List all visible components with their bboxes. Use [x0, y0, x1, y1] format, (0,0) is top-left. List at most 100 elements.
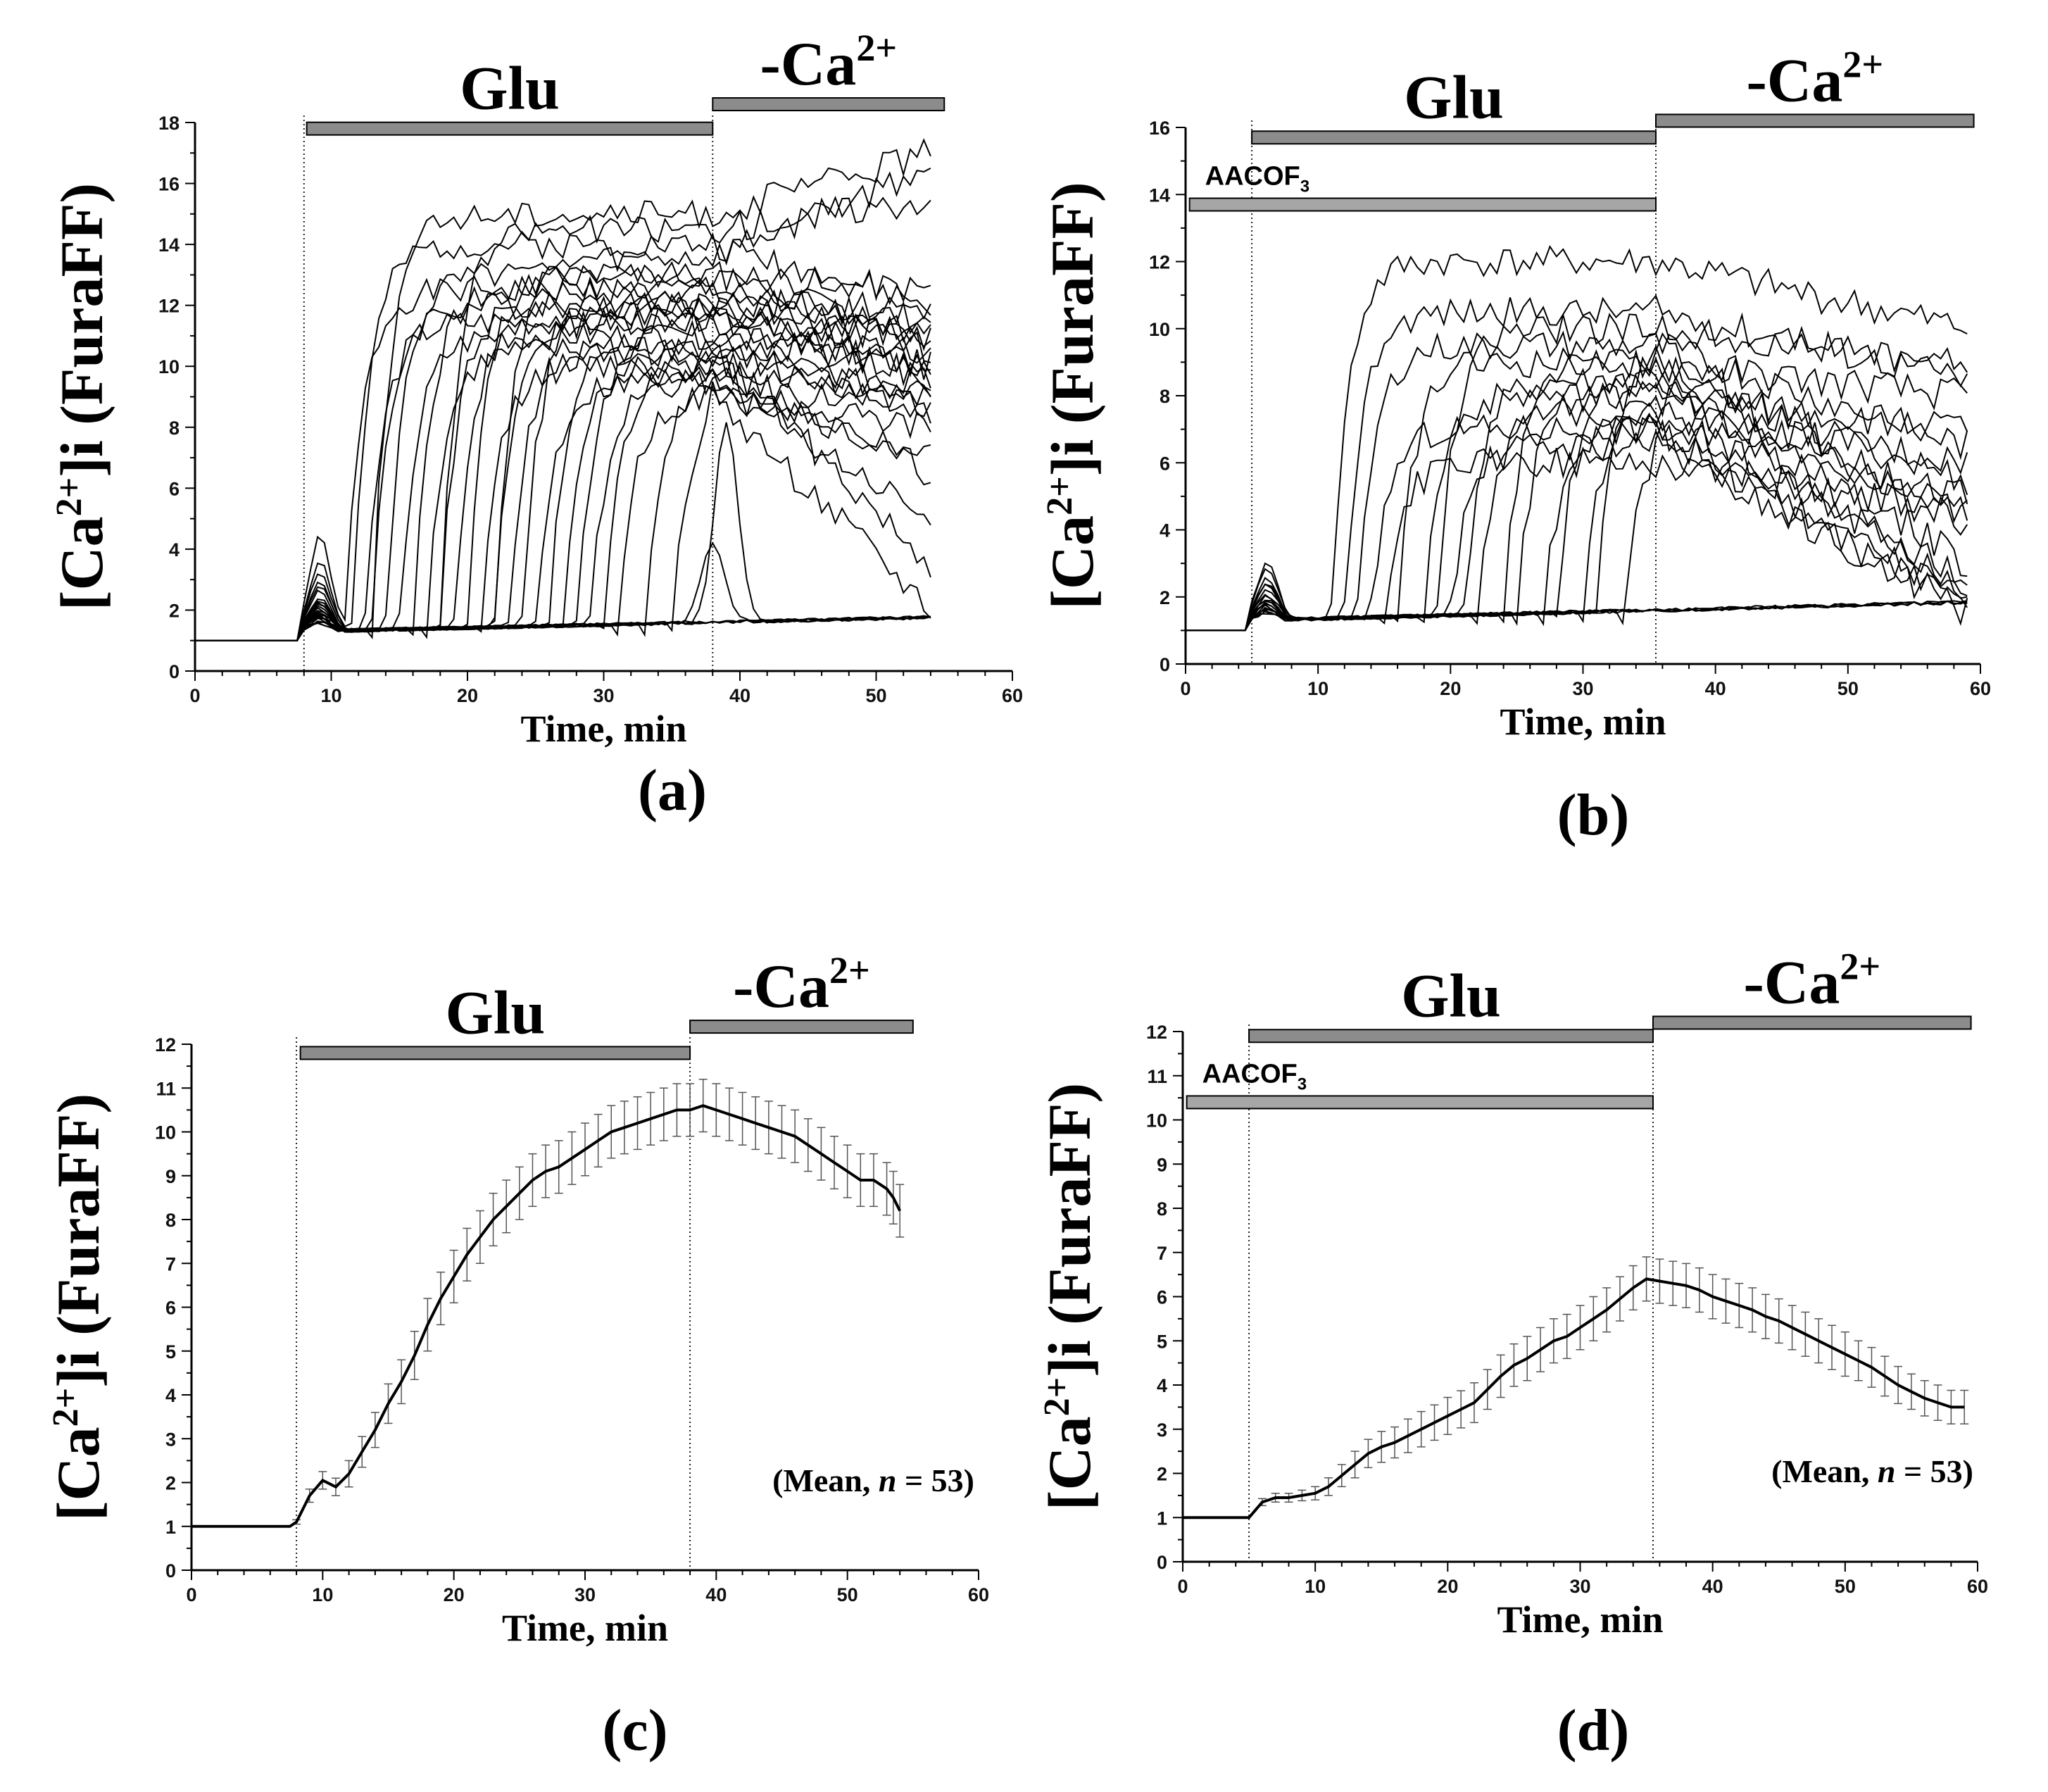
y-tick-label: 0 [1157, 1552, 1167, 1573]
y-tick-label: 5 [165, 1341, 176, 1362]
error-bars [1257, 1256, 1969, 1507]
x-tick-label: 30 [1572, 678, 1593, 699]
cell-trace [195, 292, 931, 641]
glu-bar [299, 1046, 691, 1060]
cell-trace [195, 261, 931, 641]
glu-label: Glu [445, 979, 545, 1047]
y-axis-label: [Ca2+]i (FuraFF) [44, 1094, 112, 1521]
y-tick-label: 8 [169, 418, 180, 439]
y-tick-label: 7 [1157, 1243, 1167, 1264]
x-tick-label: 40 [1702, 1576, 1723, 1597]
y-tick-label: 11 [1147, 1066, 1167, 1087]
glu-label: Glu [1401, 962, 1501, 1030]
x-tick-label: 0 [186, 1584, 196, 1605]
x-tick-label: 60 [1967, 1576, 1988, 1597]
y-tick-label: 7 [165, 1253, 176, 1274]
cell-trace [195, 320, 931, 641]
y-tick-label: 4 [1160, 520, 1170, 541]
cell-trace [1186, 330, 1968, 632]
cell-trace [195, 385, 931, 641]
y-tick-label: 2 [1160, 587, 1170, 608]
x-tick-label: 60 [1002, 685, 1023, 706]
y-tick-label: 5 [1157, 1331, 1167, 1352]
x-tick-label: 0 [189, 685, 200, 706]
y-tick-label: 8 [1160, 386, 1170, 407]
glu-bar [1248, 1029, 1654, 1044]
ca-free-bar [1654, 113, 1975, 128]
y-tick-label: 14 [158, 234, 180, 256]
x-tick-label: 30 [593, 685, 614, 706]
cell-trace [1186, 382, 1968, 632]
mean-n-note: (Mean, n = 53) [1771, 1453, 1973, 1489]
mean-trace [1183, 1277, 1965, 1520]
ca-free-label: -Ca2+ [760, 27, 897, 99]
cell-trace [195, 381, 931, 641]
cell-trace [195, 196, 931, 641]
cell-trace [195, 288, 931, 641]
y-tick-label: 9 [165, 1166, 176, 1187]
panel-b: 0 10 20 30 40 50 60 0 2 4 6 8 10 12 14 16 Time, min [Ca2+… [1038, 43, 1991, 848]
x-tick-label: 50 [865, 685, 886, 706]
y-tick-label: 0 [169, 661, 180, 682]
cell-trace [1186, 332, 1968, 632]
cell-trace [1186, 380, 1968, 632]
y-tick-label: 0 [165, 1560, 176, 1581]
x-axis-label: Time, min [1497, 1598, 1663, 1641]
single-cell-traces [195, 138, 931, 641]
mean-n-note: (Mean, n = 53) [772, 1462, 974, 1498]
cell-trace [1186, 416, 1968, 632]
x-tick-label: 10 [320, 685, 341, 706]
y-tick-label: 6 [1160, 453, 1170, 474]
y-tick-label: 2 [169, 600, 180, 621]
cell-trace [1186, 368, 1968, 632]
y-tick-label: 12 [1149, 252, 1170, 273]
x-tick-label: 0 [1180, 678, 1191, 699]
x-tick-label: 20 [457, 685, 478, 706]
aacof3-bar [1188, 197, 1657, 212]
cell-trace [1186, 344, 1968, 632]
y-tick-label: 16 [1149, 118, 1170, 139]
aacof3-label: AACOF3 [1202, 1059, 1307, 1094]
y-tick-label: 8 [165, 1210, 176, 1231]
panel-a: 0 10 20 30 40 50 60 0 2 4 6 8 10 12 14 16 18 Time, min [Ca… [48, 27, 1023, 823]
x-tick-label: 20 [444, 1584, 465, 1605]
ca-free-label: -Ca2+ [1743, 945, 1880, 1017]
y-tick-label: 12 [158, 296, 180, 317]
glu-bar [1251, 130, 1657, 145]
y-tick-label: 6 [169, 478, 180, 499]
aacof3-bar [1186, 1095, 1654, 1110]
y-tick-label: 3 [1157, 1420, 1167, 1441]
ca-free-label: -Ca2+ [1746, 43, 1883, 115]
y-tick-label: 10 [1149, 319, 1170, 340]
glu-label: Glu [460, 55, 560, 123]
single-cell-traces [1186, 245, 1968, 632]
cell-trace [1186, 313, 1968, 632]
ca-free-label: -Ca2+ [733, 949, 870, 1021]
cell-trace [195, 367, 931, 641]
cell-trace [1186, 414, 1968, 632]
y-axis-label: [Ca2+]i (FuraFF) [48, 183, 115, 610]
x-axis-label: Time, min [1500, 701, 1666, 743]
x-axis-label: Time, min [520, 708, 686, 750]
cell-trace [195, 275, 931, 641]
y-tick-label: 4 [1157, 1375, 1167, 1396]
y-tick-label: 6 [1157, 1287, 1167, 1308]
x-tick-label: 20 [1437, 1576, 1458, 1597]
y-tick-label: 11 [156, 1078, 176, 1099]
x-axis-label: Time, min [502, 1607, 668, 1649]
x-tick-label: 10 [1305, 1576, 1326, 1597]
cell-trace [195, 168, 931, 641]
y-tick-label: 6 [165, 1298, 176, 1319]
y-tick-label: 2 [1157, 1464, 1167, 1485]
panel-label: (a) [638, 758, 707, 823]
x-tick-label: 0 [1177, 1576, 1188, 1597]
mean-trace [191, 1104, 901, 1528]
x-tick-label: 50 [1835, 1576, 1856, 1597]
x-tick-label: 30 [1569, 1576, 1590, 1597]
x-tick-label: 60 [968, 1584, 989, 1605]
x-tick-label: 60 [1970, 678, 1991, 699]
ca-free-bar [712, 97, 946, 112]
y-tick-label: 10 [158, 356, 180, 377]
x-tick-label: 30 [574, 1584, 596, 1605]
